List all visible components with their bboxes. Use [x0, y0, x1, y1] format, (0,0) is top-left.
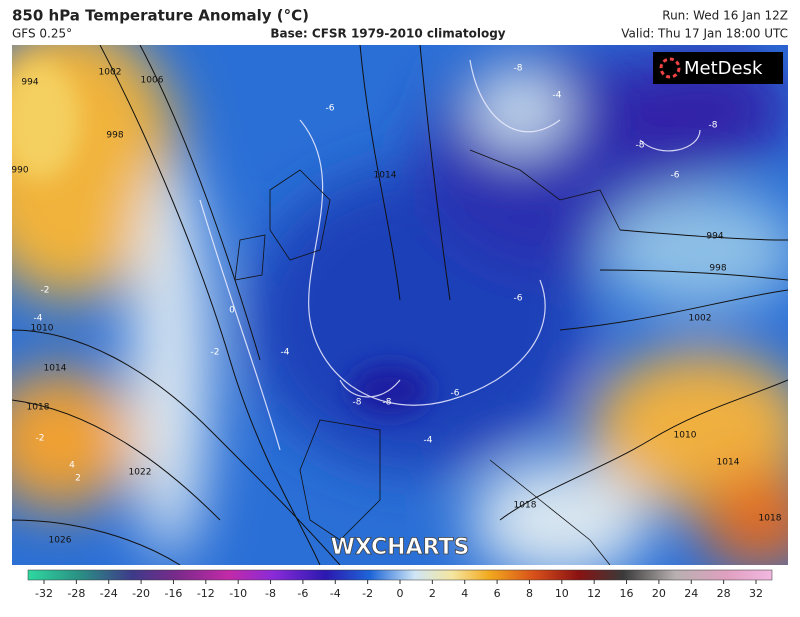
colorbar-tick-label: 8 [526, 587, 533, 600]
colorbar-tick-label: 0 [397, 587, 404, 600]
title: 850 hPa Temperature Anomaly (°C) [12, 7, 309, 25]
anomaly-label: 4 [69, 461, 75, 471]
isobar-label: 1014 [44, 364, 67, 374]
colorbar [27, 569, 773, 581]
anomaly-label: -2 [36, 434, 45, 444]
isobar-label: 1014 [717, 458, 740, 468]
isobar-label: 994 [706, 232, 723, 242]
colorbar-tick-label: -16 [164, 587, 182, 600]
anomaly-label: -6 [326, 104, 335, 114]
colorbar-tick-label: -12 [197, 587, 215, 600]
anomaly-label: -6 [451, 389, 460, 399]
isobar-label: 990 [11, 166, 28, 176]
anomaly-label: -8 [636, 141, 645, 151]
base: Base: CFSR 1979-2010 climatology [270, 27, 505, 41]
isobar-label: 998 [106, 131, 123, 141]
isobar-label: 1010 [674, 431, 697, 441]
anomaly-label: -6 [671, 171, 680, 181]
logo: MetDesk [684, 58, 763, 79]
colorbar-tick-label: 12 [587, 587, 601, 600]
logo-box [653, 52, 783, 84]
colorbar-tick-label: -4 [330, 587, 341, 600]
run: Run: Wed 16 Jan 12Z [662, 9, 788, 23]
anomaly-label: -4 [424, 436, 433, 446]
anomaly-label: -4 [553, 91, 562, 101]
colorbar-tick-label: 16 [620, 587, 634, 600]
isobar-label: 1018 [514, 501, 537, 511]
isobar-label: 994 [21, 78, 38, 88]
colorbar-tick-label: -24 [100, 587, 118, 600]
isobar-label: 1022 [129, 468, 152, 478]
colorbar-tick-label: -10 [229, 587, 247, 600]
colorbar-tick-label: 20 [652, 587, 666, 600]
isobar-label: 998 [709, 264, 726, 274]
anomaly-label: -2 [41, 286, 50, 296]
anomaly-label: -6 [514, 294, 523, 304]
isobar-label: 1010 [31, 324, 54, 334]
anomaly-label: 2 [75, 474, 81, 484]
isobar-label: 1018 [759, 514, 782, 524]
anomaly-label: -8 [353, 398, 362, 408]
valid: Valid: Thu 17 Jan 18:00 UTC [621, 27, 788, 41]
anomaly-label: -8 [383, 398, 392, 408]
colorbar-tick-label: 32 [749, 587, 763, 600]
isobar-label: 1002 [99, 68, 122, 78]
isobar-label: 1014 [374, 171, 397, 181]
colorbar-tick-label: -2 [362, 587, 373, 600]
isobar-label: 1026 [49, 536, 72, 546]
map: MetDesk WXCHARTS 994 1002 1006 998 990 1014 10… [11, 45, 788, 565]
colorbar-tick-label: 28 [717, 587, 731, 600]
colorbar-tick-label: 10 [555, 587, 569, 600]
anomaly-label: -8 [514, 64, 523, 74]
watermark: WXCHARTS [331, 535, 470, 560]
anomaly-label: -2 [211, 348, 220, 358]
colorbar-tick-label: 6 [494, 587, 501, 600]
colorbar-tick-label: -8 [265, 587, 276, 600]
logo-icon [659, 57, 681, 79]
isobar-label: 1002 [689, 314, 712, 324]
colorbar-tick-label: 24 [684, 587, 698, 600]
colorbar-tick-label: 4 [461, 587, 468, 600]
model: GFS 0.25° [12, 27, 72, 41]
anomaly-label: -8 [709, 121, 718, 131]
isobar-label: 1018 [27, 403, 50, 413]
colorbar-tick-label: 2 [429, 587, 436, 600]
anomaly-label: -4 [281, 348, 290, 358]
colorbar-tick-label: -32 [35, 587, 53, 600]
anomaly-label: 0 [229, 306, 235, 316]
colorbar-tick-label: -28 [67, 587, 85, 600]
isobar-label: 1006 [141, 76, 164, 86]
anomaly-label: -4 [34, 314, 43, 324]
colorbar-tick-label: -6 [297, 587, 308, 600]
colorbar-tick-label: -20 [132, 587, 150, 600]
